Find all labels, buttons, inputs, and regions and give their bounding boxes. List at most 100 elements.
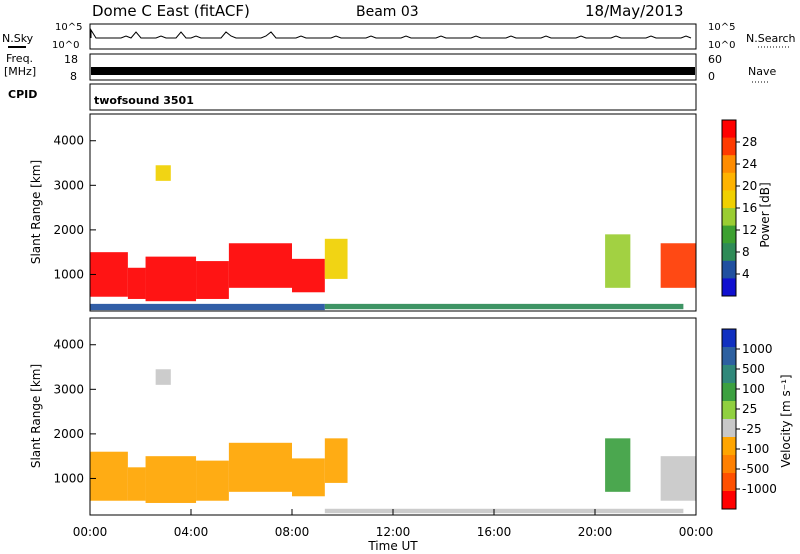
velocity-y-ticks: 1000 2000 3000 4000	[53, 338, 96, 485]
velocity-colorbar-segment	[722, 401, 736, 420]
velocity-data-region	[228, 442, 292, 492]
power-colorbar-tick-label: 8	[742, 245, 750, 259]
velocity-colorbar-segment	[722, 419, 736, 438]
power-y-label: Slant Range [km]	[29, 160, 43, 264]
x-tick-label: 04:00	[174, 525, 209, 539]
nave-tick-top: 60	[708, 53, 722, 66]
velocity-colorbar-segment	[722, 383, 736, 402]
velocity-colorbar-segment	[722, 491, 736, 510]
velocity-y-tick-label: 4000	[53, 338, 84, 352]
velocity-colorbar-frame	[721, 328, 737, 510]
power-colorbar-segment	[722, 260, 736, 279]
power-colorbar-segment	[722, 155, 736, 174]
power-colorbar-segment	[722, 225, 736, 244]
noise-left-tick-bottom: 10^0	[52, 40, 79, 51]
power-y-tick-label: 4000	[53, 134, 84, 148]
power-data-region	[155, 165, 171, 181]
x-tick-label: 20:00	[578, 525, 613, 539]
power-data	[90, 165, 696, 311]
velocity-colorbar-segment	[722, 437, 736, 456]
velocity-colorbar: 1000 500 100 25 -25 -100 -500 -1000	[721, 328, 777, 510]
velocity-colorbar-segment	[722, 347, 736, 366]
power-colorbar-segment	[722, 120, 736, 139]
power-colorbar-segment	[722, 172, 736, 191]
velocity-y-label: Slant Range [km]	[29, 364, 43, 468]
cpid-label: CPID	[8, 88, 37, 101]
freq-tick-bottom: 8	[70, 70, 77, 83]
noise-right-tick-top: 10^5	[708, 22, 735, 33]
velocity-colorbar-tick-label: 100	[742, 382, 765, 396]
noise-panel: N.Sky 10^5 10^0 10^5 10^0 N.Search	[2, 22, 796, 51]
power-colorbar-tick-label: 28	[742, 135, 757, 149]
power-data-region	[324, 303, 684, 310]
velocity-data-region	[292, 458, 325, 497]
power-y-tick-label: 1000	[53, 267, 84, 281]
velocity-data-region	[145, 456, 197, 503]
power-panel: 1000 2000 3000 4000 Slant Range [km]	[29, 113, 697, 312]
freq-trace	[91, 67, 695, 75]
velocity-colorbar-segment	[722, 329, 736, 348]
velocity-data	[90, 369, 696, 514]
velocity-data-region	[90, 451, 128, 501]
power-colorbar-tick-label: 20	[742, 179, 757, 193]
velocity-data-region	[324, 438, 348, 483]
velocity-colorbar-tick-label: 1000	[742, 342, 773, 356]
power-data-region	[228, 243, 292, 288]
date-title: 18/May/2013	[585, 2, 683, 20]
power-y-tick-label: 3000	[53, 178, 84, 192]
power-colorbar-segment	[722, 190, 736, 209]
velocity-data-region	[660, 456, 696, 501]
power-data-region	[660, 243, 696, 288]
x-tick-label: 12:00	[376, 525, 411, 539]
cpid-panel: CPID twofsound 3501	[8, 83, 697, 111]
velocity-colorbar-segment	[722, 365, 736, 384]
power-y-tick-label: 2000	[53, 223, 84, 237]
beam-title: Beam 03	[356, 4, 419, 20]
power-y-ticks: 1000 2000 3000 4000	[53, 134, 96, 281]
velocity-colorbar-segment	[722, 455, 736, 474]
velocity-colorbar-tick-label: 500	[742, 362, 765, 376]
noise-sky-trace	[90, 28, 692, 39]
power-data-region	[324, 238, 348, 279]
power-colorbar-segment	[722, 208, 736, 227]
power-data-region	[145, 256, 197, 302]
power-colorbar-tick-label: 4	[742, 267, 750, 281]
power-data-region	[196, 261, 229, 299]
freq-panel: Freq. [MHz] 18 8 60 0 Nave	[4, 52, 776, 83]
x-tick-label: 00:00	[679, 525, 714, 539]
velocity-colorbar-tick-label: -25	[742, 422, 762, 436]
nave-label: Nave	[748, 65, 776, 78]
power-data-region	[292, 258, 325, 293]
cpid-program: twofsound 3501	[94, 94, 194, 107]
velocity-colorbar-label: Velocity [m s⁻¹]	[779, 374, 793, 467]
nave-tick-bottom: 0	[708, 70, 715, 83]
velocity-data-region	[127, 467, 146, 501]
power-colorbar-tick-label: 12	[742, 223, 757, 237]
velocity-data-region	[324, 508, 684, 514]
power-colorbar: 28 24 20 16 12 8 4	[721, 119, 757, 297]
power-colorbar-tick-label: 16	[742, 201, 757, 215]
velocity-data-region	[155, 369, 171, 385]
power-data-region	[90, 303, 325, 311]
x-tick-label: 00:00	[73, 525, 108, 539]
power-colorbar-label: Power [dB]	[758, 182, 772, 247]
noise-right-label: N.Search	[746, 32, 796, 45]
x-tick-label: 08:00	[275, 525, 310, 539]
noise-left-label: N.Sky	[2, 32, 34, 45]
station-title: Dome C East (fitACF)	[92, 2, 250, 20]
velocity-y-tick-label: 3000	[53, 382, 84, 396]
velocity-data-region	[605, 438, 631, 492]
power-colorbar-tick-label: 24	[742, 157, 757, 171]
x-axis-label: Time UT	[367, 539, 418, 553]
power-data-region	[90, 252, 128, 297]
freq-tick-top: 18	[64, 53, 78, 66]
velocity-colorbar-tick-label: 25	[742, 402, 757, 416]
power-colorbar-segment	[722, 137, 736, 156]
power-colorbar-segment	[722, 278, 736, 297]
power-colorbar-segment	[722, 243, 736, 262]
power-data-region	[605, 234, 631, 288]
noise-right-tick-bottom: 10^0	[708, 40, 735, 51]
velocity-data-region	[196, 460, 229, 501]
velocity-colorbar-tick-label: -1000	[742, 482, 777, 496]
